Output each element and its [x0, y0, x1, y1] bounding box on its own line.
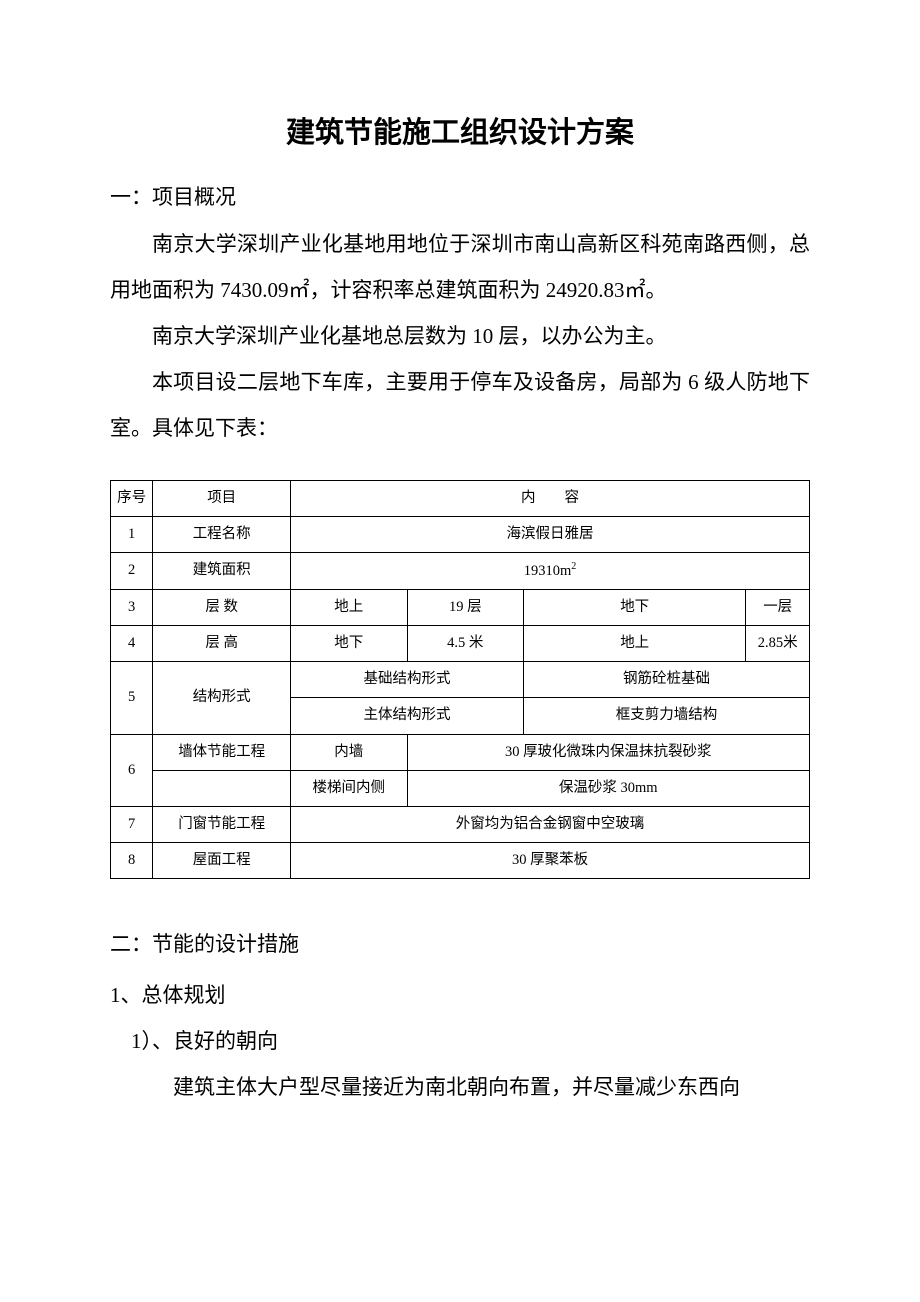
table-row: 4 层 高 地下 4.5 米 地上 2.85米	[111, 626, 810, 662]
cell-item: 建筑面积	[153, 552, 291, 589]
table-header-row: 序号 项目 内 容	[111, 480, 810, 516]
cell-a2: 钢筋砼桩基础	[524, 662, 810, 698]
cell-item: 屋面工程	[153, 843, 291, 879]
section1-paragraph-1: 南京大学深圳产业化基地用地位于深圳市南山高新区科苑南路西侧，总用地面积为 743…	[110, 221, 810, 313]
section1-paragraph-3: 本项目设二层地下车库，主要用于停车及设备房，局部为 6 级人防地下室。具体见下表…	[110, 359, 810, 451]
cell-item: 结构形式	[153, 662, 291, 734]
cell-content: 外窗均为铝合金钢窗中空玻璃	[291, 807, 810, 843]
table-row: 楼梯间内侧 保温砂浆 30mm	[111, 770, 810, 806]
table-row: 6 墙体节能工程 内墙 30 厚玻化微珠内保温抹抗裂砂浆	[111, 734, 810, 770]
cell-c4: 一层	[746, 589, 810, 625]
project-details-table-wrap: 序号 项目 内 容 1 工程名称 海滨假日雅居 2 建筑面积 19310m2 3…	[110, 480, 810, 880]
cell-b2: 保温砂浆 30mm	[407, 770, 809, 806]
cell-seq: 1	[111, 516, 153, 552]
cell-c1: 地下	[291, 626, 407, 662]
cell-content: 海滨假日雅居	[291, 516, 810, 552]
cell-a1: 内墙	[291, 734, 407, 770]
cell-c2: 19 层	[407, 589, 523, 625]
cell-item: 层 数	[153, 589, 291, 625]
cell-item: 层 高	[153, 626, 291, 662]
area-superscript: 2	[571, 561, 576, 572]
cell-item: 工程名称	[153, 516, 291, 552]
table-row: 3 层 数 地上 19 层 地下 一层	[111, 589, 810, 625]
table-row: 5 结构形式 基础结构形式 钢筋砼桩基础	[111, 662, 810, 698]
cell-seq: 8	[111, 843, 153, 879]
cell-b1: 主体结构形式	[291, 698, 524, 734]
th-seq: 序号	[111, 480, 153, 516]
th-item: 项目	[153, 480, 291, 516]
cell-a1: 基础结构形式	[291, 662, 524, 698]
cell-b1: 楼梯间内侧	[291, 770, 407, 806]
section1-paragraph-2: 南京大学深圳产业化基地总层数为 10 层，以办公为主。	[110, 313, 810, 359]
cell-seq: 7	[111, 807, 153, 843]
cell-c1: 地上	[291, 589, 407, 625]
cell-content: 30 厚聚苯板	[291, 843, 810, 879]
table-row: 8 屋面工程 30 厚聚苯板	[111, 843, 810, 879]
section2-sub1-1: 1）、良好的朝向	[131, 1018, 810, 1064]
cell-item: 门窗节能工程	[153, 807, 291, 843]
area-value: 19310m	[524, 563, 572, 579]
section2-sub1: 1、总体规划	[110, 972, 810, 1018]
cell-item-blank	[153, 770, 291, 806]
table-row: 2 建筑面积 19310m2	[111, 552, 810, 589]
table-row: 1 工程名称 海滨假日雅居	[111, 516, 810, 552]
cell-seq: 5	[111, 662, 153, 734]
cell-a2: 30 厚玻化微珠内保温抹抗裂砂浆	[407, 734, 809, 770]
section2-heading: 二：节能的设计措施	[110, 921, 810, 967]
cell-content: 19310m2	[291, 552, 810, 589]
cell-seq: 2	[111, 552, 153, 589]
section2-sub1-1-body: 建筑主体大户型尽量接近为南北朝向布置，并尽量减少东西向	[131, 1064, 810, 1110]
cell-seq: 3	[111, 589, 153, 625]
cell-c3: 地上	[524, 626, 746, 662]
table-row: 7 门窗节能工程 外窗均为铝合金钢窗中空玻璃	[111, 807, 810, 843]
cell-c2: 4.5 米	[407, 626, 523, 662]
document-title: 建筑节能施工组织设计方案	[110, 110, 810, 156]
section1-heading: 一：项目概况	[110, 174, 810, 220]
cell-item: 墙体节能工程	[153, 734, 291, 770]
th-content: 内 容	[291, 480, 810, 516]
cell-seq: 6	[111, 734, 153, 806]
cell-c3: 地下	[524, 589, 746, 625]
cell-b2: 框支剪力墙结构	[524, 698, 810, 734]
project-details-table: 序号 项目 内 容 1 工程名称 海滨假日雅居 2 建筑面积 19310m2 3…	[110, 480, 810, 880]
cell-c4: 2.85米	[746, 626, 810, 662]
cell-seq: 4	[111, 626, 153, 662]
